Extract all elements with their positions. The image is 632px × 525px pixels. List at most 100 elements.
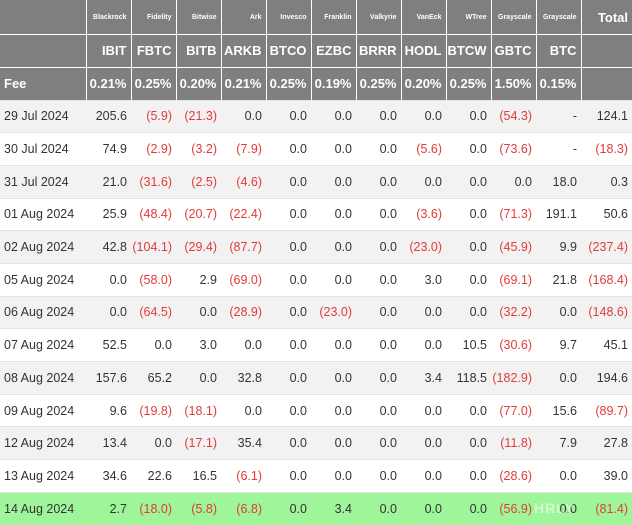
flow-cell: 0.0 bbox=[356, 361, 401, 395]
flow-cell: (58.0) bbox=[131, 262, 176, 297]
watermark-logo: HRLY bbox=[534, 500, 575, 516]
flow-cell: 0.0 bbox=[446, 459, 491, 493]
date-cell: 29 Jul 2024 bbox=[0, 99, 86, 133]
issuer-header: WTree bbox=[446, 0, 492, 34]
flow-cell: 0.0 bbox=[356, 328, 401, 362]
flow-cell: (18.1) bbox=[176, 393, 221, 427]
table-row: 14 Aug 2024 2.7 (18.0) (5.8) (6.8) 0.0 3.4 0.0 0… bbox=[0, 491, 632, 525]
flow-cell: 0.0 bbox=[266, 491, 311, 525]
flow-cell: 0.0 bbox=[401, 164, 446, 199]
date-cell: 30 Jul 2024 bbox=[0, 132, 86, 166]
flow-cell: 9.7 bbox=[536, 328, 581, 362]
flow-cell: (17.1) bbox=[176, 426, 221, 460]
flow-cell: 0.0 bbox=[536, 459, 581, 493]
flow-cell: 34.6 bbox=[86, 459, 131, 493]
flow-cell: 42.8 bbox=[86, 230, 131, 264]
flow-cell: (3.2) bbox=[176, 132, 221, 166]
flow-cell: - bbox=[536, 99, 581, 133]
flow-cell: 0.0 bbox=[221, 393, 266, 427]
flow-rows: 29 Jul 2024 205.6 (5.9) (21.3) 0.0 0.0 0.0 0.0 0… bbox=[0, 99, 632, 525]
table-row: 01 Aug 2024 25.9 (48.4) (20.7) (22.4) 0.0 0.0 0… bbox=[0, 197, 632, 231]
table-row: 30 Jul 2024 74.9 (2.9) (3.2) (7.9) 0.0 0.0 0.0(… bbox=[0, 132, 632, 166]
ticker-header: BTCO bbox=[266, 33, 312, 67]
flow-cell: 0.0 bbox=[266, 164, 311, 199]
date-cell: 13 Aug 2024 bbox=[0, 459, 86, 493]
flow-cell: (7.9) bbox=[221, 132, 266, 166]
flow-cell: (69.1) bbox=[491, 262, 536, 297]
flow-cell: (6.8) bbox=[221, 491, 266, 525]
ticker-corner-cell bbox=[0, 33, 87, 67]
flow-cell: 0.0 bbox=[356, 262, 401, 297]
issuer-header: Grayscale bbox=[491, 0, 537, 34]
flow-cell: (20.7) bbox=[176, 197, 221, 231]
flow-cell: 0.0 bbox=[446, 164, 491, 199]
flow-cell: 0.0 bbox=[536, 295, 581, 329]
flow-cell: 32.8 bbox=[221, 361, 266, 395]
flow-cell: (2.5) bbox=[176, 164, 221, 199]
flow-cell: 13.4 bbox=[86, 426, 131, 460]
flow-cell: (73.6) bbox=[491, 132, 536, 166]
flow-cell: 3.4 bbox=[311, 491, 356, 525]
flow-cell: 0.0 bbox=[401, 393, 446, 427]
flow-cell: 0.0 bbox=[401, 328, 446, 362]
fee-value: 0.21% bbox=[86, 66, 132, 100]
flow-cell: (23.0) bbox=[311, 295, 356, 329]
flow-cell: 0.0 bbox=[356, 197, 401, 231]
flow-cell: (21.3) bbox=[176, 99, 221, 133]
fee-total-cell bbox=[581, 66, 632, 100]
flow-cell: (77.0) bbox=[491, 393, 536, 427]
flow-cell: 15.6 bbox=[536, 393, 581, 427]
flow-cell: 157.6 bbox=[86, 361, 131, 395]
date-cell: 02 Aug 2024 bbox=[0, 230, 86, 264]
flow-cell: 0.0 bbox=[446, 393, 491, 427]
table-row: 31 Jul 2024 21.0 (31.6) (2.5) (4.6) 0.0 0.0 0.0… bbox=[0, 164, 632, 199]
table-row: 02 Aug 2024 42.8 (104.1) (29.4) (87.7) 0.0 0.0… bbox=[0, 230, 632, 264]
flow-cell: 0.0 bbox=[131, 328, 176, 362]
table-row: 05 Aug 2024 0.0 (58.0) 2.9 (69.0) 0.0 0.0 0.0 3.… bbox=[0, 262, 632, 297]
flow-cell: (18.0) bbox=[131, 491, 176, 525]
flow-cell: (5.9) bbox=[131, 99, 176, 133]
fee-value: 0.15% bbox=[536, 66, 582, 100]
flow-cell: (2.9) bbox=[131, 132, 176, 166]
flow-cell: 18.0 bbox=[536, 164, 581, 199]
flow-cell: 0.0 bbox=[446, 132, 491, 166]
flow-cell: (32.2) bbox=[491, 295, 536, 329]
flow-cell: 10.5 bbox=[446, 328, 491, 362]
flow-cell: 0.0 bbox=[401, 426, 446, 460]
flow-cell: 35.4 bbox=[221, 426, 266, 460]
date-cell: 09 Aug 2024 bbox=[0, 393, 86, 427]
flow-cell: 0.0 bbox=[221, 328, 266, 362]
table-row: 06 Aug 2024 0.0 (64.5) 0.0 (28.9) 0.0 (23.0) 0.… bbox=[0, 295, 632, 329]
fee-value: 0.25% bbox=[131, 66, 177, 100]
flow-cell: 0.0 bbox=[356, 230, 401, 264]
flow-cell: 0.0 bbox=[446, 295, 491, 329]
flow-cell: 0.0 bbox=[311, 328, 356, 362]
flow-cell: 3.4 bbox=[401, 361, 446, 395]
date-cell: 31 Jul 2024 bbox=[0, 164, 86, 199]
flow-cell: (71.3) bbox=[491, 197, 536, 231]
flow-cell: 118.5 bbox=[446, 361, 491, 395]
flow-cell: 0.0 bbox=[266, 459, 311, 493]
flow-cell: 0.0 bbox=[176, 361, 221, 395]
flow-cell: 7.9 bbox=[536, 426, 581, 460]
flow-cell: 0.0 bbox=[401, 99, 446, 133]
fee-value: 0.19% bbox=[311, 66, 357, 100]
ticker-header: BTC bbox=[536, 33, 582, 67]
flow-cell: (23.0) bbox=[401, 230, 446, 264]
flow-cell: 2.9 bbox=[176, 262, 221, 297]
total-cell: (148.6) bbox=[581, 295, 632, 329]
table-row: 07 Aug 2024 52.5 0.0 3.0 0.0 0.0 0.0 0.0 0.0 10.5… bbox=[0, 328, 632, 362]
flow-cell: (28.9) bbox=[221, 295, 266, 329]
flow-cell: 0.0 bbox=[356, 132, 401, 166]
flow-cell: 191.1 bbox=[536, 197, 581, 231]
flow-cell: (48.4) bbox=[131, 197, 176, 231]
flow-cell: (30.6) bbox=[491, 328, 536, 362]
flow-cell: 9.6 bbox=[86, 393, 131, 427]
flow-cell: 0.0 bbox=[311, 262, 356, 297]
flow-cell: 0.0 bbox=[311, 164, 356, 199]
flow-cell: 0.0 bbox=[266, 132, 311, 166]
date-cell: 01 Aug 2024 bbox=[0, 197, 86, 231]
flow-cell: 0.0 bbox=[86, 262, 131, 297]
flow-cell: 0.0 bbox=[221, 99, 266, 133]
